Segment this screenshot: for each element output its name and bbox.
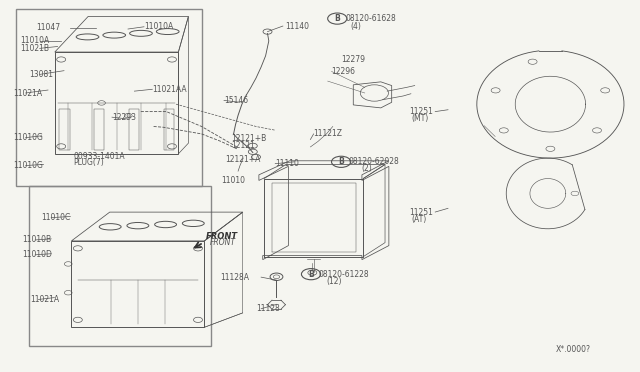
Text: FRONT: FRONT <box>205 232 237 241</box>
Text: 11121Z: 11121Z <box>314 129 342 138</box>
Text: B: B <box>308 270 314 279</box>
Text: 12296: 12296 <box>332 67 356 76</box>
Text: 11010A: 11010A <box>20 36 50 45</box>
Text: 11010: 11010 <box>221 176 244 185</box>
Text: 11251: 11251 <box>410 107 433 116</box>
Text: 11021AA: 11021AA <box>152 85 187 94</box>
Text: 11010A: 11010A <box>144 22 173 31</box>
Text: 11047: 11047 <box>36 23 61 32</box>
Text: 13081: 13081 <box>29 70 52 79</box>
Text: 08120-61228: 08120-61228 <box>319 270 369 279</box>
Text: 12279: 12279 <box>341 55 365 64</box>
Text: PLUG(7): PLUG(7) <box>74 158 104 167</box>
Text: (12): (12) <box>326 277 342 286</box>
Text: 11021A: 11021A <box>13 89 42 97</box>
Text: 11010C: 11010C <box>42 213 71 222</box>
Text: B: B <box>339 157 344 166</box>
Text: 12121: 12121 <box>232 141 255 150</box>
Text: 11251: 11251 <box>410 208 433 217</box>
Text: (AT): (AT) <box>412 215 427 224</box>
Text: 11010B: 11010B <box>22 235 52 244</box>
Text: 11021A: 11021A <box>30 295 60 304</box>
Text: 12121+A: 12121+A <box>225 155 260 164</box>
Text: 11010G: 11010G <box>13 161 43 170</box>
Text: 11128: 11128 <box>256 304 280 313</box>
Text: 11010G: 11010G <box>13 133 43 142</box>
Text: FRONT: FRONT <box>210 238 236 247</box>
Text: 11140: 11140 <box>285 22 309 31</box>
Text: 08120-62028: 08120-62028 <box>349 157 399 166</box>
Text: 11010D: 11010D <box>22 250 52 259</box>
Bar <box>16 9 202 186</box>
Text: 12121+B: 12121+B <box>232 134 267 143</box>
Text: (4): (4) <box>351 22 362 31</box>
Bar <box>29 186 211 346</box>
Text: 12293: 12293 <box>112 113 136 122</box>
Text: X*.0000?: X*.0000? <box>556 345 591 354</box>
Text: 08120-61628: 08120-61628 <box>346 14 396 23</box>
Text: 15146: 15146 <box>224 96 248 105</box>
Text: 11021B: 11021B <box>20 44 49 53</box>
Text: (MT): (MT) <box>412 114 429 123</box>
Text: B: B <box>335 14 340 23</box>
Text: 11128A: 11128A <box>221 273 250 282</box>
Text: 00933-1401A: 00933-1401A <box>74 152 125 161</box>
Text: (2): (2) <box>362 164 372 173</box>
Text: 11110: 11110 <box>275 159 299 168</box>
